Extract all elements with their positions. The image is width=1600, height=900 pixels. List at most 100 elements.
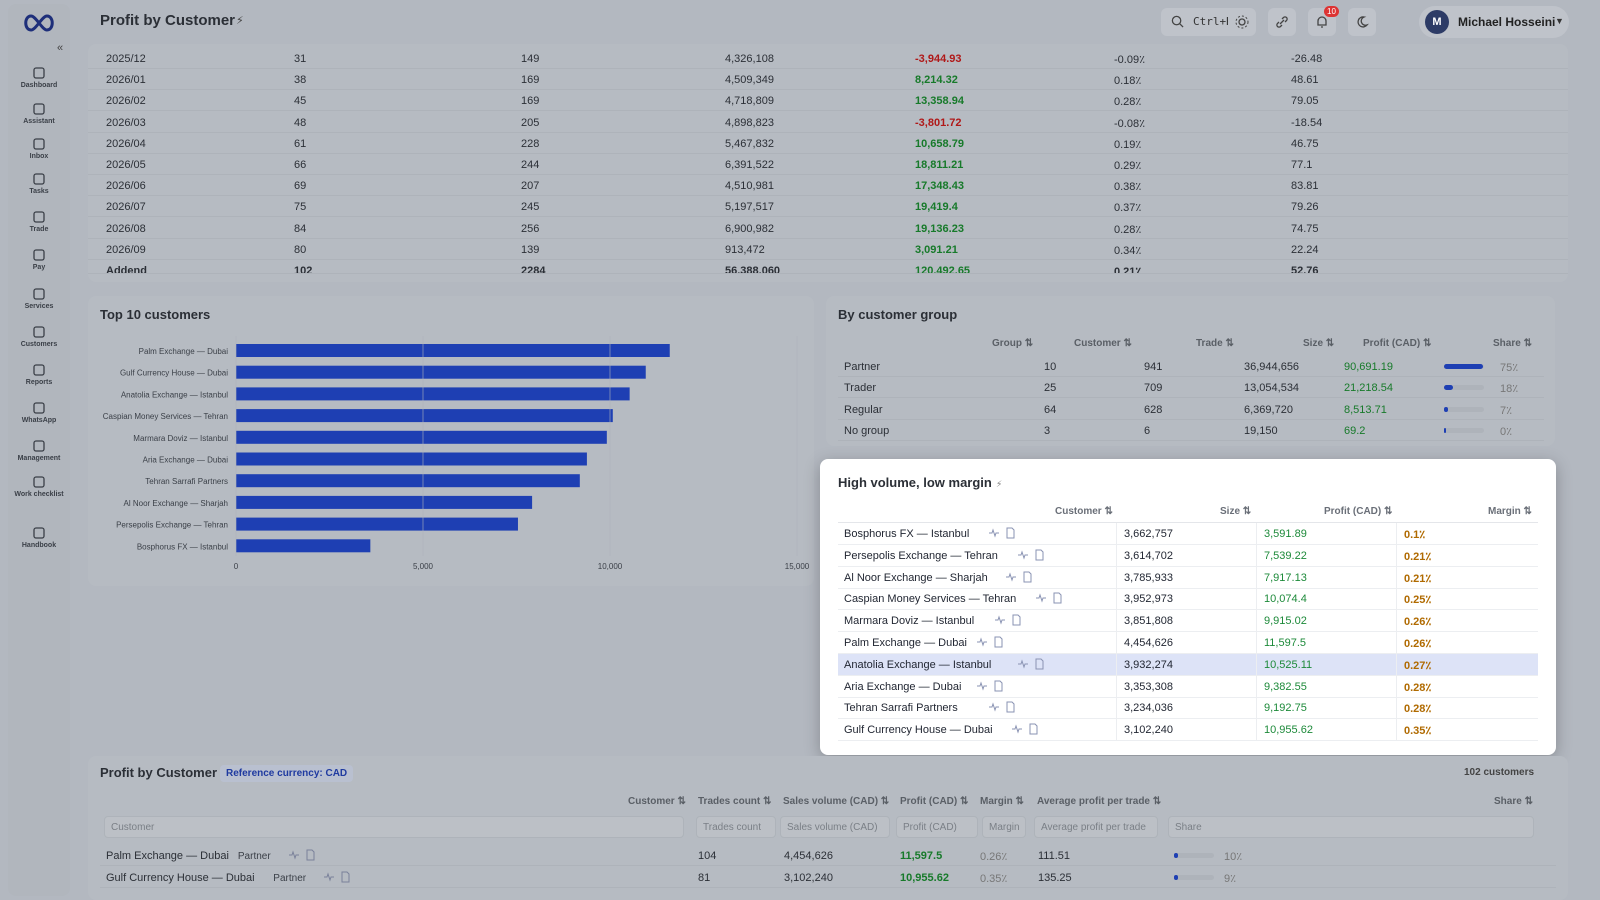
sidebar-item-management[interactable]: Management (8, 439, 70, 462)
filter-input[interactable]: Share (1168, 816, 1534, 838)
table-row[interactable]: Regular 64 628 6,369,720 8,513.71 7٪ (838, 399, 1544, 420)
activity-icon[interactable] (1005, 571, 1017, 583)
bar[interactable] (236, 474, 580, 488)
table-row[interactable]: 2026/01 38 169 4,509,349 8,214.32 0.18٪ 48.61 (88, 69, 1568, 91)
column-header[interactable]: Sales volume (CAD) ⇅ (783, 796, 890, 807)
bar[interactable] (236, 495, 533, 509)
list-item[interactable]: Aria Exchange — Dubai 3,353,308 9,382.55 0.… (838, 675, 1538, 698)
document-icon[interactable] (1033, 549, 1045, 561)
activity-icon[interactable] (1017, 549, 1029, 561)
customer-name[interactable]: Persepolis Exchange — Tehran (844, 549, 998, 562)
customer-name[interactable]: Palm Exchange — Dubai (844, 637, 967, 649)
bar[interactable] (236, 365, 646, 379)
customer-name[interactable]: Bosphorus FX — Istanbul (844, 528, 970, 540)
filter-input[interactable]: Average profit per trade (1034, 816, 1158, 838)
customer-name[interactable]: Gulf Currency House — Dubai (844, 724, 993, 737)
theme-toggle-button[interactable] (1348, 8, 1376, 36)
filter-input[interactable]: Margin (982, 816, 1026, 838)
table-row[interactable]: 2026/09 80 139 913,472 3,091.21 0.34٪ 22.24 (88, 239, 1568, 260)
column-header[interactable]: Profit (CAD) ⇅ (1363, 338, 1432, 349)
customer-name[interactable]: Palm Exchange — Dubai (106, 850, 229, 862)
column-header[interactable]: Share ⇅ (1494, 796, 1533, 807)
search-button[interactable]: Ctrl+K (1161, 8, 1241, 36)
column-header[interactable]: Group ⇅ (992, 338, 1034, 349)
bar[interactable] (236, 387, 630, 401)
link-button[interactable] (1268, 8, 1296, 36)
document-icon[interactable] (1010, 614, 1022, 626)
column-header[interactable]: Profit (CAD) ⇅ (900, 796, 969, 807)
column-header[interactable]: Size ⇅ (1220, 506, 1252, 517)
user-menu[interactable]: M Michael Hosseini ▼ (1419, 6, 1569, 38)
document-icon[interactable] (1021, 571, 1033, 583)
column-header[interactable]: Profit (CAD) ⇅ (1324, 506, 1393, 517)
activity-icon[interactable] (976, 636, 988, 648)
bar[interactable] (236, 517, 518, 531)
column-header[interactable]: Margin ⇅ (1488, 506, 1532, 517)
bar[interactable] (236, 430, 607, 444)
list-item[interactable]: Bosphorus FX — Istanbul 3,662,757 3,591.89… (838, 523, 1538, 545)
sidebar-item-assistant[interactable]: Assistant (8, 102, 70, 125)
sidebar-item-work-checklist[interactable]: Work checklist (8, 475, 70, 498)
filter-input[interactable]: Customer (104, 816, 684, 838)
column-header[interactable]: Customer ⇅ (1055, 506, 1113, 517)
customer-name[interactable]: Anatolia Exchange — Istanbul (844, 658, 992, 671)
list-item[interactable]: Gulf Currency House — Dubai 3,102,240 10,9… (838, 719, 1538, 742)
activity-icon[interactable] (1035, 592, 1047, 604)
sidebar-item-reports[interactable]: Reports (8, 363, 70, 386)
column-header[interactable]: Customer ⇅ (1074, 338, 1132, 349)
filter-input[interactable]: Profit (CAD) (896, 816, 978, 838)
bar[interactable] (236, 452, 587, 466)
filter-input[interactable]: Sales volume (CAD) (780, 816, 890, 838)
column-header[interactable]: Size ⇅ (1303, 338, 1335, 349)
table-row[interactable]: Gulf Currency House — Dubai Partner 81 3,10… (100, 867, 1556, 888)
document-icon[interactable] (1027, 723, 1039, 735)
collapse-sidebar-icon[interactable]: « (57, 42, 64, 54)
list-item[interactable]: Al Noor Exchange — Sharjah 3,785,933 7,917… (838, 566, 1538, 589)
column-header[interactable]: Trades count ⇅ (698, 796, 772, 807)
activity-icon[interactable] (994, 614, 1006, 626)
table-row[interactable]: Palm Exchange — Dubai Partner 104 4,454,626… (100, 845, 1556, 866)
customer-name[interactable]: Tehran Sarrafi Partners (844, 702, 958, 715)
activity-icon[interactable] (1017, 658, 1029, 670)
customer-name[interactable]: Caspian Money Services — Tehran (844, 593, 1017, 606)
list-item[interactable]: Caspian Money Services — Tehran 3,952,973… (838, 588, 1538, 611)
sidebar-item-tasks[interactable]: Tasks (8, 172, 70, 195)
sidebar-item-pay[interactable]: Pay (8, 248, 70, 271)
settings-button[interactable] (1228, 8, 1256, 36)
activity-icon[interactable] (976, 680, 988, 692)
table-row[interactable]: 2026/04 61 228 5,467,832 10,658.79 0.19٪ 46.75 (88, 133, 1568, 154)
table-row[interactable]: 2026/03 48 205 4,898,823 -3,801.72 -0.08٪ -18.… (88, 112, 1568, 133)
sidebar-item-inbox[interactable]: Inbox (8, 137, 70, 160)
sidebar-item-dashboard[interactable]: Dashboard (8, 66, 70, 89)
activity-icon[interactable] (988, 527, 1000, 539)
document-icon[interactable] (339, 871, 351, 883)
list-item[interactable]: Persepolis Exchange — Tehran 3,614,702 7,5… (838, 544, 1538, 567)
table-row[interactable]: 2026/08 84 256 6,900,982 19,136.23 0.28٪ 74.75 (88, 218, 1568, 239)
list-item[interactable]: Tehran Sarrafi Partners 3,234,036 9,192.75… (838, 697, 1538, 720)
document-icon[interactable] (1004, 701, 1016, 713)
sidebar-item-customers[interactable]: Customers (8, 325, 70, 348)
table-row[interactable]: 2025/12 31 149 4,326,108 -3,944.93 -0.09٪ -26.… (88, 48, 1568, 69)
sidebar-item-trade[interactable]: Trade (8, 210, 70, 233)
list-item[interactable]: Palm Exchange — Dubai 4,454,626 11,597.5 0.… (838, 632, 1538, 654)
activity-icon[interactable] (323, 871, 335, 883)
filter-input[interactable]: Trades count (696, 816, 776, 838)
document-icon[interactable] (1033, 658, 1045, 670)
table-row[interactable]: 2026/02 45 169 4,718,809 13,358.94 0.28٪ 79.05 (88, 90, 1568, 112)
column-header[interactable]: Margin ⇅ (980, 796, 1024, 807)
activity-icon[interactable] (288, 849, 300, 861)
customer-name[interactable]: Marmara Doviz — Istanbul (844, 615, 975, 628)
document-icon[interactable] (1051, 592, 1063, 604)
column-header[interactable]: Customer ⇅ (628, 796, 686, 807)
sidebar-item-services[interactable]: Services (8, 287, 70, 310)
table-row[interactable]: No group 3 6 19,150 69.2 0٪ (838, 420, 1544, 441)
list-item[interactable]: Marmara Doviz — Istanbul 3,851,808 9,915.0… (838, 610, 1538, 633)
document-icon[interactable] (992, 636, 1004, 648)
activity-icon[interactable] (988, 701, 1000, 713)
column-header[interactable]: Trade ⇅ (1196, 338, 1234, 349)
table-row[interactable]: Partner 10 941 36,944,656 90,691.19 75٪ (838, 356, 1544, 377)
bar[interactable] (236, 344, 670, 357)
notifications-button[interactable]: 10 (1308, 6, 1339, 36)
document-icon[interactable] (992, 680, 1004, 692)
table-row[interactable]: 2026/07 75 245 5,197,517 19,419.4 0.37٪ 79.26 (88, 196, 1568, 218)
